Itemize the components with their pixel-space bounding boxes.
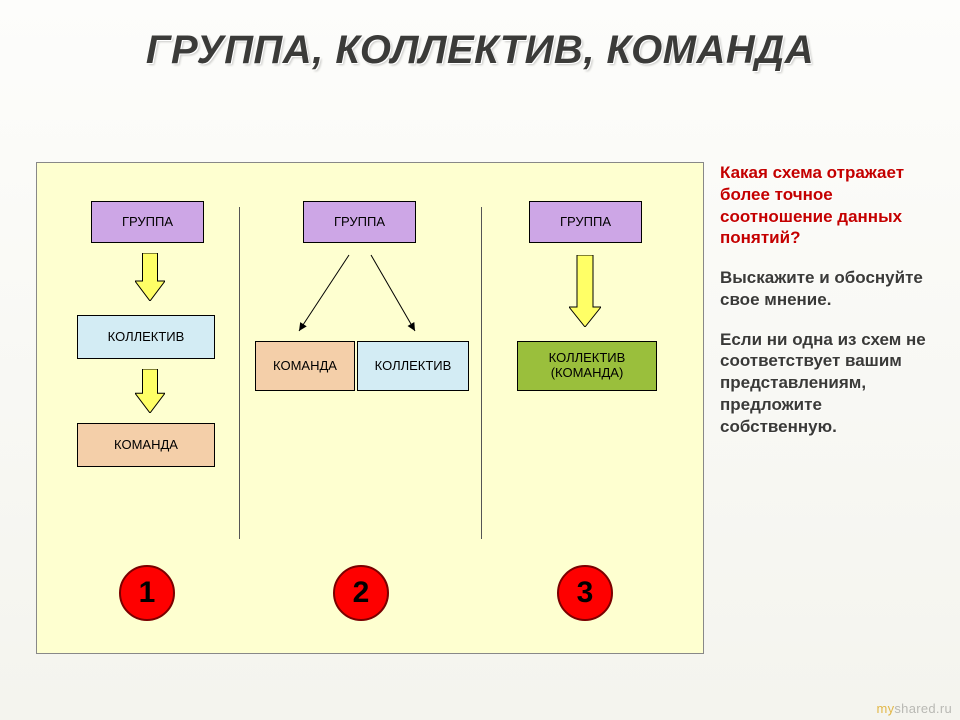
concept-box: КОМАНДА [77,423,215,467]
down-arrow-icon [135,253,165,301]
divider [239,207,240,539]
sidebar: Какая схема отражает более точное соотно… [720,162,942,437]
watermark: myshared.ru [876,701,952,716]
thin-arrow-icon [293,249,355,342]
concept-box: КОЛЛЕКТИВ(КОМАНДА) [517,341,657,391]
prompt-2-lead: Если ни одна из [720,330,861,349]
concept-box: ГРУППА [529,201,642,243]
concept-box: КОЛЛЕКТИВ [357,341,469,391]
page-title: ГРУППА, КОЛЛЕКТИВ, КОМАНДА [0,0,960,73]
down-arrow-icon [135,369,165,413]
concept-box: КОМАНДА [255,341,355,391]
question-text: Какая схема отражает более точное соотно… [720,162,942,249]
scheme-number-badge: 1 [119,565,175,621]
down-arrow-icon [569,255,601,327]
watermark-rest: shared.ru [894,701,952,716]
watermark-my: my [876,701,894,716]
concept-box: КОЛЛЕКТИВ [77,315,215,359]
thin-arrow-icon [365,249,421,342]
scheme-number-badge: 3 [557,565,613,621]
concept-box: ГРУППА [91,201,204,243]
divider [481,207,482,539]
prompt-1: Выскажите и обоснуйте свое мнение. [720,267,942,311]
prompt-2: Если ни одна из схем не соответствует ва… [720,329,942,438]
concept-box: ГРУППА [303,201,416,243]
scheme-number-badge: 2 [333,565,389,621]
diagram-area: ГРУППАКОЛЛЕКТИВКОМАНДА 1ГРУППАКОМАНДАКОЛ… [36,162,704,654]
